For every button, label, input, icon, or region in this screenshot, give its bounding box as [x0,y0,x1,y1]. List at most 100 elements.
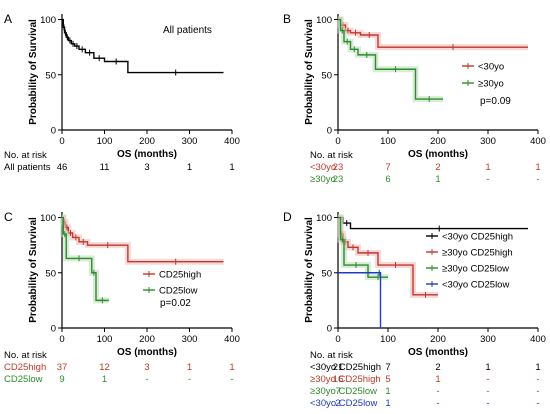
risk-cell: 23 [332,162,344,173]
y-tick-label: 50 [45,70,56,81]
y-tick-label: 0 [51,126,56,137]
series-line--30yo-cd25low [338,216,388,278]
risk-row-label: <30yo CD25low [310,398,378,409]
legend-entry: CD25low [159,286,198,297]
risk-cell: - [145,374,149,385]
risk-row: CD25high 37 12 3 1 1 [4,362,550,374]
risk-row: <30yo CD25low 2 1 - - - [310,398,550,410]
p-value: p=0.09 [480,96,511,107]
risk-cell: 2 [335,398,341,409]
y-tick-label: 50 [321,70,332,81]
risk-cell: - [536,386,540,397]
x-tick-label: 300 [182,334,198,345]
x-tick-label: 200 [430,136,446,147]
risk-cell: 1 [385,398,391,409]
risk-cell: - [486,398,490,409]
x-tick-label: 0 [335,334,340,345]
panel-c: C 0 50 100 0 100 200 300 400 OS (months) Probabili… [4,210,240,358]
risk-cell: 1 [535,162,541,173]
y-axis-label: Probability of Survival [28,217,39,323]
risk-cell: 1 [485,162,491,173]
series-band [337,16,528,51]
legend-entry: ≥30yo CD25low [442,264,509,275]
y-tick-label: 100 [40,213,56,224]
legend-entry: CD25high [159,270,201,281]
risk-row-label: CD25low [4,374,43,385]
x-tick-label: 100 [97,136,113,147]
risk-cell: 1 [485,362,491,373]
risk-table-title: No. at risk [310,150,353,161]
risk-cell: 1 [535,362,541,373]
y-axis-label: Probability of Survival [28,19,39,125]
y-tick-label: 0 [327,126,332,137]
risk-cell: - [486,374,490,385]
risk-row-label: CD25high [4,362,47,373]
risk-table-title: No. at risk [4,350,47,361]
panel-annotation: All patients [163,25,212,36]
p-value: p=0.02 [160,298,191,309]
y-tick-label: 50 [45,268,56,279]
risk-cell: 6 [385,174,391,185]
risk-cell: 3 [144,162,150,173]
y-tick-label: 100 [316,15,332,26]
risk-table-c: No. at risk CD25high 37 12 3 1 1 CD25low 9 1- - - [4,350,550,386]
risk-cell: 7 [385,362,391,373]
legend-entry: <30yo [478,62,504,73]
x-tick-label: 300 [480,136,496,147]
x-tick-label: 200 [139,334,155,345]
legend-entry: ≥30yo [478,79,504,90]
risk-row: ≥30yo 23 6 1 - - [310,174,550,186]
risk-cell: 7 [385,162,391,173]
panel-label: D [283,210,292,224]
risk-table-title: No. at risk [310,350,353,361]
risk-row-label: <30yo [310,162,337,173]
risk-table-b: No. at risk <30yo 23 7 2 1 1 ≥30yo 23 6 1- - [310,150,550,186]
risk-cell: 3 [144,362,150,373]
x-axis-label: OS (months) [117,347,177,358]
x-axis-label: OS (months) [408,347,468,358]
x-tick-label: 300 [182,136,198,147]
x-tick-label: 100 [97,334,113,345]
series-band [337,214,388,281]
risk-row: <30yo CD25high 21 7 2 1 1 [310,362,550,374]
risk-cell: 9 [59,374,65,385]
risk-table-a: No. at risk All patients 46 11 3 1 1 [4,150,550,174]
panel-b: B 0 50 100 0 100 200 300 400 OS (months) Probabili… [283,12,546,160]
panel-d: D 0 50 100 0 100 200 300 400 OS (months) Probabili… [283,210,546,358]
panel-a: A 0 50 100 0 100 200 300 400 OS (months) Probabili… [4,12,240,160]
series-line-all [62,18,224,74]
y-tick-label: 0 [51,324,56,335]
risk-row-label: ≥30yo CD25high [310,374,381,385]
axes-frame [337,14,538,131]
risk-cell: 1 [435,174,441,185]
x-tick-label: 0 [59,334,64,345]
risk-row: <30yo 23 7 2 1 1 [310,162,550,174]
risk-cell: 1 [101,374,108,385]
x-tick-label: 400 [530,136,546,147]
risk-cell: 1 [435,374,441,385]
panel-label: C [4,210,13,224]
risk-row-label: All patients [4,162,51,173]
series-line--30yo-cd25low [338,272,382,328]
risk-row: CD25low 9 1 - - - [4,374,550,386]
x-axis-label: OS (months) [408,149,468,160]
risk-row: ≥30yo CD25high 16 5 1 - - [310,374,550,386]
series-line--30yo-cd25high [338,216,528,230]
risk-cell: 11 [99,162,110,173]
risk-cell: 37 [56,362,68,373]
risk-cell: - [536,174,540,185]
x-tick-label: 100 [380,334,396,345]
risk-table-title: No. at risk [4,150,47,161]
panel-label: A [4,12,12,26]
y-axis-label: Probability of Survival [304,217,315,323]
x-tick-label: 300 [480,334,496,345]
y-tick-label: 0 [327,324,332,335]
risk-cell: - [486,386,490,397]
risk-cell: 23 [332,174,344,185]
x-tick-label: 200 [430,334,446,345]
x-tick-label: 100 [380,136,396,147]
x-tick-label: 200 [139,136,155,147]
risk-cell: 1 [186,162,193,173]
axes-frame [61,212,232,329]
